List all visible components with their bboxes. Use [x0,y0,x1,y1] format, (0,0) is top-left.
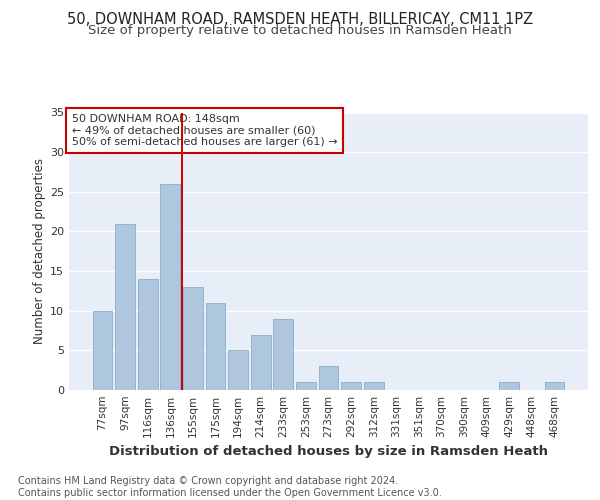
Bar [499,382,519,390]
Bar [296,382,316,390]
Bar [274,318,293,390]
Text: 50, DOWNHAM ROAD, RAMSDEN HEATH, BILLERICAY, CM11 1PZ: 50, DOWNHAM ROAD, RAMSDEN HEATH, BILLERI… [67,12,533,28]
Bar [364,382,383,390]
Bar [319,366,338,390]
Bar [545,382,565,390]
Bar [92,310,112,390]
Y-axis label: Number of detached properties: Number of detached properties [33,158,46,344]
Text: 50 DOWNHAM ROAD: 148sqm
← 49% of detached houses are smaller (60)
50% of semi-de: 50 DOWNHAM ROAD: 148sqm ← 49% of detache… [71,114,337,147]
Bar [138,279,158,390]
Text: Size of property relative to detached houses in Ramsden Heath: Size of property relative to detached ho… [88,24,512,37]
Bar [251,334,271,390]
Bar [206,303,226,390]
Text: Contains HM Land Registry data © Crown copyright and database right 2024.
Contai: Contains HM Land Registry data © Crown c… [18,476,442,498]
Bar [115,224,135,390]
Bar [228,350,248,390]
Bar [341,382,361,390]
Bar [183,287,203,390]
X-axis label: Distribution of detached houses by size in Ramsden Heath: Distribution of detached houses by size … [109,446,548,458]
Bar [160,184,180,390]
